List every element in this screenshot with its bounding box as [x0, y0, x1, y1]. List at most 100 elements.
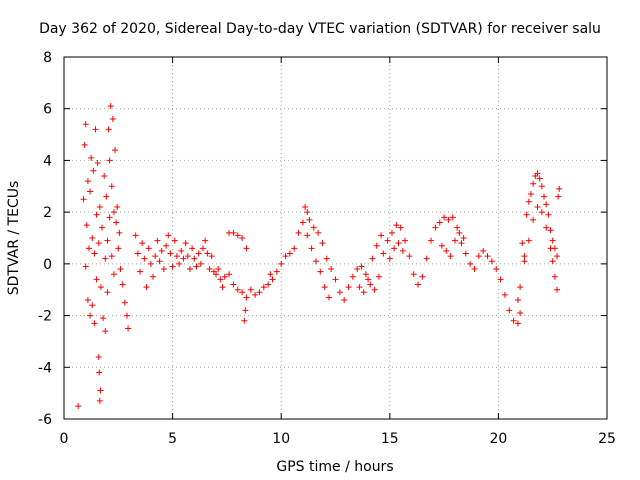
data-point — [94, 160, 101, 167]
data-point — [536, 175, 543, 182]
x-tick-label: 20 — [489, 431, 507, 447]
data-point — [119, 281, 126, 288]
data-point — [197, 260, 204, 267]
data-point — [484, 253, 491, 260]
data-point — [87, 312, 94, 319]
data-point — [96, 397, 103, 404]
data-point — [462, 250, 469, 257]
data-point — [195, 250, 202, 257]
data-point — [514, 297, 521, 304]
data-point — [186, 266, 193, 273]
data-point — [323, 255, 330, 262]
data-point — [449, 214, 456, 221]
data-point — [304, 232, 311, 239]
data-point — [169, 263, 176, 270]
data-point — [543, 201, 550, 208]
data-point — [436, 219, 443, 226]
data-points — [75, 103, 563, 410]
data-point — [110, 271, 117, 278]
y-tick-label: -6 — [38, 412, 52, 428]
data-point — [543, 224, 550, 231]
data-point — [388, 229, 395, 236]
data-point — [291, 245, 298, 252]
data-point — [247, 286, 254, 293]
data-point — [497, 276, 504, 283]
data-point — [406, 253, 413, 260]
data-point — [91, 250, 98, 257]
data-point — [315, 229, 322, 236]
data-point — [530, 216, 537, 223]
data-point — [84, 178, 91, 185]
data-point — [541, 193, 548, 200]
data-point — [521, 258, 528, 265]
data-point — [103, 193, 110, 200]
data-point — [215, 266, 222, 273]
data-point — [173, 253, 180, 260]
data-point — [147, 260, 154, 267]
data-point — [456, 229, 463, 236]
data-point — [150, 273, 157, 280]
data-point — [510, 317, 517, 324]
data-point — [278, 260, 285, 267]
data-point — [538, 183, 545, 190]
data-point — [519, 240, 526, 247]
data-point — [375, 273, 382, 280]
data-point — [184, 253, 191, 260]
grid — [64, 57, 607, 419]
data-point — [89, 302, 96, 309]
data-point — [517, 284, 524, 291]
data-point — [171, 237, 178, 244]
data-point — [141, 255, 148, 262]
y-axis-label: SDTVAR / TECUs — [6, 181, 22, 296]
x-tick-label: 15 — [381, 431, 399, 447]
data-point — [362, 271, 369, 278]
data-point — [393, 222, 400, 229]
data-point — [123, 312, 130, 319]
data-point — [160, 266, 167, 273]
data-point — [102, 255, 109, 262]
data-point — [99, 224, 106, 231]
data-point — [547, 245, 554, 252]
data-point — [555, 193, 562, 200]
data-point — [547, 227, 554, 234]
data-point — [545, 211, 552, 218]
data-point — [108, 183, 115, 190]
data-point — [438, 242, 445, 249]
data-point — [154, 237, 161, 244]
chart-title: Day 362 of 2020, Sidereal Day-to-day VTE… — [39, 21, 601, 37]
data-point — [102, 328, 109, 335]
data-point — [349, 273, 356, 280]
data-point — [84, 297, 91, 304]
data-point — [167, 250, 174, 257]
data-point — [475, 253, 482, 260]
y-tick-label: -4 — [38, 360, 52, 376]
data-point — [534, 170, 541, 177]
data-point — [92, 126, 99, 133]
data-point — [525, 237, 532, 244]
data-point — [101, 172, 108, 179]
data-point — [384, 237, 391, 244]
data-point — [152, 253, 159, 260]
y-tick-label: 4 — [43, 153, 52, 169]
data-point — [302, 203, 309, 210]
data-point — [549, 258, 556, 265]
data-point — [97, 284, 104, 291]
data-point — [530, 180, 537, 187]
y-tick-label: 8 — [43, 50, 52, 66]
data-point — [241, 317, 248, 324]
x-tick-label: 25 — [598, 431, 616, 447]
data-point — [180, 255, 187, 262]
data-point — [517, 309, 524, 316]
data-point — [345, 284, 352, 291]
data-point — [163, 242, 170, 249]
data-point — [527, 191, 534, 198]
data-point — [308, 245, 315, 252]
data-point — [113, 219, 120, 226]
data-point — [234, 286, 241, 293]
data-point — [106, 214, 113, 221]
data-point — [104, 289, 111, 296]
data-point — [378, 232, 385, 239]
data-point — [202, 237, 209, 244]
data-point — [341, 297, 348, 304]
data-point — [321, 284, 328, 291]
